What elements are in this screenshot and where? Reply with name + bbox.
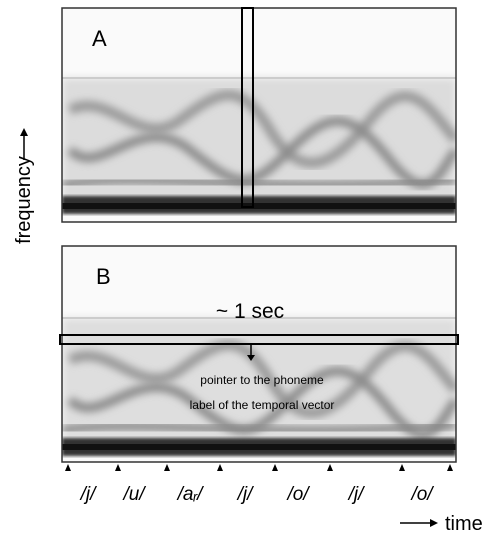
y-axis-arrowhead xyxy=(20,128,28,136)
panel-b-frame xyxy=(61,245,457,463)
phoneme-label: /j/ xyxy=(236,484,255,505)
vertical-window xyxy=(241,7,254,208)
boundary-ticks xyxy=(65,464,453,471)
x-axis-arrowhead xyxy=(430,519,438,527)
pointer-text: label of the temporal vector xyxy=(190,398,335,412)
pointer-text: pointer to the phoneme xyxy=(200,373,324,387)
panel-label: A xyxy=(92,26,107,51)
phoneme-label: /j/ xyxy=(347,484,366,505)
x-axis-label: time xyxy=(445,513,483,535)
spectrogram-a xyxy=(62,8,456,222)
panel-label: B xyxy=(96,264,111,289)
y-axis-label: frequency xyxy=(13,156,35,244)
phoneme-label: /o/ xyxy=(285,484,310,505)
phoneme-label: /j/ xyxy=(79,484,98,505)
horizontal-window xyxy=(59,334,459,345)
phoneme-label: /o/ xyxy=(409,484,434,505)
panel-a-frame xyxy=(61,7,457,223)
pointer-arrowhead xyxy=(247,355,255,361)
phoneme-label: /aᵣ/ xyxy=(176,484,204,505)
phoneme-label: /u/ xyxy=(121,484,146,505)
span-label: ~ 1 sec xyxy=(216,300,284,323)
spectrogram-b xyxy=(62,246,456,462)
